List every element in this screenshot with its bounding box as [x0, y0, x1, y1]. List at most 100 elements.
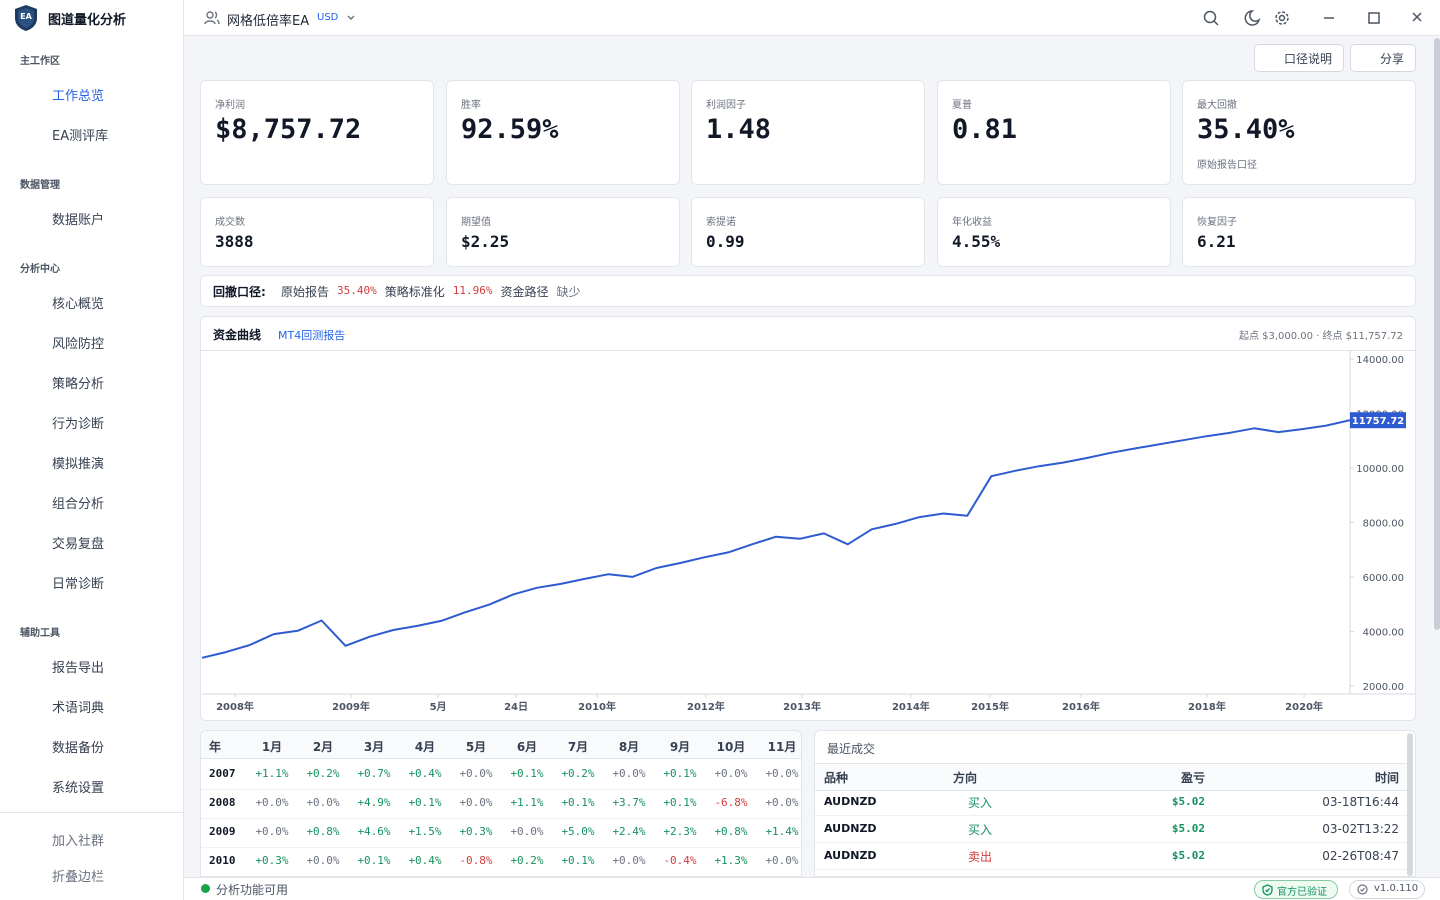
table-header [201, 731, 801, 759]
nav-item[interactable]: 数据账户 [52, 213, 105, 228]
month-cell: +4.6% [357, 825, 391, 838]
x-tick-label: 2020年 [1285, 700, 1323, 713]
nav-item[interactable]: 报告导出 [52, 661, 105, 676]
month-cell: +0.0% [612, 767, 646, 780]
nav-item[interactable]: 系统设置 [52, 781, 105, 796]
search-button[interactable] [1203, 10, 1219, 26]
status-text: 分析功能可用 [216, 883, 289, 897]
theme-button[interactable] [1244, 10, 1261, 26]
trades-table: 最近成交 品种 方向 盈亏 时间 AUDNZD 买入 $5.02 03-18T16:44 AUDN… [814, 730, 1416, 877]
metric-value: 6.21 [1197, 232, 1236, 251]
month-cell: +0.0% [510, 825, 544, 838]
column-header: 6月 [516, 740, 538, 754]
month-cell: +0.3% [255, 854, 289, 867]
metric-label: 索提诺 [706, 217, 736, 228]
metric-label: 利润因子 [706, 100, 746, 111]
chart-tab[interactable]: 资金曲线 [213, 328, 262, 342]
x-tick-label: 2014年 [892, 700, 930, 713]
drawdown-title: 回撤口径: [213, 285, 266, 299]
nav-item[interactable]: 核心概览 [52, 297, 105, 312]
row-divider [815, 869, 1407, 870]
time-cell: 03-18T16:44 [1322, 795, 1399, 809]
column-header: 11月 [767, 740, 797, 754]
nav-item[interactable]: 术语词典 [52, 701, 105, 716]
currency[interactable]: USD [317, 12, 339, 23]
button-label[interactable]: 口径说明 [1284, 52, 1333, 66]
month-cell: +0.4% [408, 854, 442, 867]
x-tick-label: 2008年 [216, 700, 254, 713]
month-cell: +3.7% [612, 796, 646, 809]
column-header: 2月 [312, 740, 334, 754]
shield-icon [1262, 884, 1273, 896]
column-header: 8月 [618, 740, 640, 754]
metric-label: 恢复因子 [1197, 217, 1237, 228]
direction-cell: 卖出 [968, 850, 993, 864]
maximize-button[interactable] [1368, 12, 1380, 24]
metric-card: 净利润 $8,757.72 [200, 80, 434, 185]
scroll-thumb[interactable] [1434, 38, 1440, 630]
metric-label: 夏普 [952, 100, 972, 111]
scroll-thumb[interactable] [1407, 733, 1413, 876]
drawdown-label: 原始报告 [281, 285, 330, 299]
window-controls [1203, 10, 1422, 26]
month-cell: +1.4% [765, 825, 799, 838]
close-button[interactable] [1412, 12, 1422, 22]
chart-tab[interactable]: MT4回测报告 [278, 329, 346, 342]
metric-value: 1.48 [706, 114, 772, 145]
symbol-cell: AUDNZD [824, 849, 877, 862]
metric-value: 0.99 [706, 232, 745, 251]
last-value-tag [1350, 412, 1406, 429]
nav-item[interactable]: 组合分析 [52, 497, 105, 512]
month-cell: +0.2% [561, 767, 595, 780]
nav-footer-item[interactable]: 折叠边栏 [52, 870, 105, 885]
month-cell: +0.0% [765, 767, 799, 780]
verified-text: 官方已验证 [1277, 887, 1327, 898]
column-header: 1月 [261, 740, 283, 754]
metric-value: $8,757.72 [215, 114, 362, 145]
toolbar-button[interactable] [1350, 44, 1416, 72]
chevron[interactable] [346, 13, 356, 23]
nav-section-label: 辅助工具 [20, 628, 60, 639]
verified-badge[interactable] [1254, 880, 1338, 899]
nav-footer-item[interactable]: 加入社群 [52, 834, 105, 849]
last-value-label: 11757.72 [1352, 416, 1405, 427]
metric-label: 成交数 [215, 217, 245, 228]
x-tick-label: 2009年 [332, 700, 370, 713]
column-header: 4月 [414, 740, 436, 754]
nav-item[interactable]: 风险防控 [52, 337, 105, 352]
nav-item[interactable]: 模拟推演 [52, 457, 105, 472]
month-cell: +0.0% [612, 854, 646, 867]
row-divider [201, 789, 801, 790]
month-cell: +0.0% [255, 825, 289, 838]
monthly-table: 年 1月 2月 3月 4月 5月 6月 7月 8月 9月 10月 11月 2007 +1.1% +0.2% +… [200, 730, 802, 877]
row-divider [201, 818, 801, 819]
metric-label: 最大回撤 [1197, 100, 1237, 111]
nav-item[interactable]: 日常诊断 [52, 577, 105, 592]
nav-item[interactable]: 策略分析 [52, 377, 105, 392]
version-badge[interactable] [1349, 880, 1425, 899]
metric-card: 最大回撤 35.40% 原始报告口径 [1182, 80, 1416, 185]
nav-item[interactable]: 数据备份 [52, 741, 105, 756]
nav-item[interactable]: 交易复盘 [52, 537, 105, 552]
x-tick-label: 2015年 [971, 700, 1009, 713]
month-cell: +0.0% [765, 854, 799, 867]
y-tick-label: 6000.00 [1363, 573, 1404, 584]
month-cell: +0.0% [306, 796, 340, 809]
month-cell: +0.2% [510, 854, 544, 867]
month-cell: +4.9% [357, 796, 391, 809]
month-cell: +5.0% [561, 825, 595, 838]
button-label[interactable]: 分享 [1380, 52, 1405, 66]
nav-item[interactable]: 行为诊断 [52, 417, 105, 432]
drawdown-items: 原始报告 35.40% 策略标准化 11.96% 资金路径 缺少 [281, 283, 581, 300]
toolbar-button[interactable] [1254, 44, 1344, 72]
month-cell: +0.7% [357, 767, 391, 780]
account-name[interactable]: 网格低倍率EA [227, 14, 310, 29]
nav-item[interactable]: EA测评库 [52, 129, 109, 144]
settings-button[interactable] [1275, 11, 1289, 25]
metric-value: $2.25 [461, 232, 510, 251]
nav-item[interactable]: 工作总览 [52, 89, 105, 104]
year-cell: 2010 [209, 854, 236, 867]
drawdown-bar: 回撤口径: 原始报告 35.40% 策略标准化 11.96% 资金路径 缺少 [200, 275, 1416, 307]
month-cell: +2.4% [612, 825, 646, 838]
